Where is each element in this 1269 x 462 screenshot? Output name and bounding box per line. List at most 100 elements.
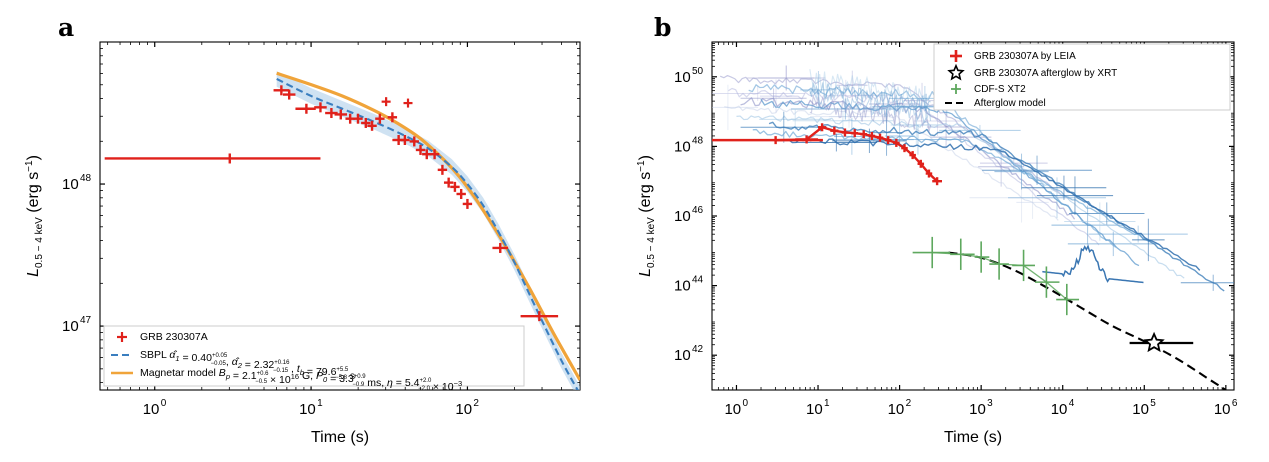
comparison-lightcurve — [768, 121, 1225, 292]
legend-label-2: CDF-S XT2 — [974, 84, 1026, 95]
comparison-lightcurve-noisy — [809, 88, 932, 124]
x-tick-label: 10 2 — [888, 398, 912, 418]
svg-text:10: 10 — [674, 208, 691, 225]
panel-a-label: a — [58, 13, 75, 42]
svg-text:5: 5 — [1150, 398, 1156, 409]
comparison-lightcurve — [740, 97, 1076, 220]
svg-text:10: 10 — [888, 401, 905, 418]
svg-text:42: 42 — [692, 344, 704, 355]
comparison-lightcurve — [724, 105, 1059, 221]
x-tick-label: 10 0 — [143, 398, 167, 418]
star-icon — [1143, 331, 1165, 353]
svg-text:10: 10 — [674, 278, 691, 295]
y-tick-label: 10 50 — [674, 66, 704, 86]
y-tick-label: 10 46 — [674, 205, 704, 225]
cdfs-xt2-points — [912, 236, 1080, 316]
comparison-lightcurve-noisy — [809, 94, 932, 133]
svg-text:46: 46 — [692, 205, 704, 216]
svg-text:L0.5 − 4 keV (erg s−1): L0.5 − 4 keV (erg s−1) — [636, 155, 657, 277]
svg-text:1: 1 — [824, 398, 830, 409]
x-tick-label: 10 0 — [724, 398, 748, 418]
svg-text:Time (s): Time (s) — [944, 429, 1002, 446]
legend-marker-0 — [117, 332, 127, 342]
y-tick-label: 10 42 — [674, 344, 704, 364]
panel-b-legend: GRB 230307A by LEIA GRB 230307A afterglow… — [933, 43, 1231, 111]
comparison-lightcurve — [736, 115, 1185, 279]
svg-text:10: 10 — [1051, 401, 1068, 418]
afterglow-model-curve — [948, 251, 1227, 390]
svg-text:10: 10 — [62, 318, 79, 335]
legend-marker-0 — [950, 50, 962, 62]
leia-line — [775, 125, 938, 183]
svg-text:4: 4 — [1069, 398, 1075, 409]
panel-b-label: b — [654, 13, 672, 42]
svg-text:44: 44 — [692, 275, 704, 286]
svg-text:10: 10 — [969, 401, 986, 418]
svg-text:10: 10 — [806, 401, 823, 418]
legend-label-0: GRB 230307A — [140, 331, 208, 343]
x-tick-label: 10 3 — [969, 398, 993, 418]
svg-text:0: 0 — [161, 398, 167, 409]
svg-text:10: 10 — [299, 401, 316, 418]
comparison-lightcurve-noisy — [809, 82, 931, 113]
legend-label-3: Afterglow model — [974, 98, 1046, 109]
y-tick-label: 10 44 — [674, 275, 704, 295]
panel-a-legend: GRB 230307A SBPL α̂1 = 0.40+0.05 −0.05, α̂… — [103, 325, 525, 393]
y-tick-label: 10 48 — [62, 173, 92, 193]
comparison-lightcurve — [781, 138, 1201, 271]
svg-text:L0.5 − 4 keV (erg s−1): L0.5 − 4 keV (erg s−1) — [24, 155, 45, 277]
svg-text:6: 6 — [1232, 398, 1238, 409]
x-axis-title: Time (s) — [944, 429, 1002, 446]
svg-text:0: 0 — [742, 398, 748, 409]
svg-text:2: 2 — [906, 398, 912, 409]
svg-text:Time (s): Time (s) — [311, 429, 369, 446]
x-axis-title: Time (s) — [311, 429, 369, 446]
legend-marker-1 — [947, 63, 965, 81]
star-icon — [947, 63, 965, 81]
svg-text:1: 1 — [317, 398, 323, 409]
legend-box — [933, 43, 1231, 111]
svg-text:10: 10 — [674, 347, 691, 364]
panel-b-data-layer — [712, 65, 1234, 390]
y-tick-label: 10 48 — [674, 135, 704, 155]
svg-text:10: 10 — [1132, 401, 1149, 418]
x-tick-label: 10 2 — [455, 398, 479, 418]
xrt-afterglow-point — [1129, 331, 1194, 353]
panel-a-data-layer — [104, 71, 580, 390]
svg-text:50: 50 — [692, 66, 704, 77]
x-tick-label: 10 4 — [1051, 398, 1075, 418]
svg-text:48: 48 — [80, 173, 92, 184]
comparison-grb-sample — [712, 65, 1234, 292]
svg-text:47: 47 — [80, 315, 92, 326]
svg-text:10: 10 — [1214, 401, 1231, 418]
y-axis-title: L0.5 − 4 keV (erg s−1) — [24, 155, 45, 277]
svg-text:2: 2 — [473, 398, 479, 409]
plot-frame — [99, 41, 581, 391]
legend-marker-2 — [951, 84, 961, 94]
panel-a: a 10 0 10 1 10 2 10 48 10 47 Time (s) L0.5 − 4 keV … — [0, 0, 634, 462]
legend-label-0: GRB 230307A by LEIA — [974, 51, 1076, 62]
legend-box — [103, 325, 525, 387]
panel-b: b 10 0 10 1 10 2 10 3 10 4 10 5 10 6 10 50 10 48 10 46 10 44 1… — [634, 0, 1269, 462]
legend-label-1: GRB 230307A afterglow by XRT — [974, 68, 1117, 79]
grb-230307a-leia-points — [712, 123, 943, 186]
svg-text:3: 3 — [987, 398, 993, 409]
comparison-lightcurve-noisy — [809, 69, 931, 103]
legend-label-1: SBPL α̂1 = 0.40+0.05 −0.05, α̂2 = 2.32+0.… — [140, 349, 355, 382]
svg-text:10: 10 — [62, 176, 79, 193]
svg-text:10: 10 — [674, 138, 691, 155]
legend-label-2: Magnetar model Bp = 2.1+0.6 −0.5 × 1016 G… — [140, 367, 462, 393]
x-tick-label: 10 1 — [299, 398, 323, 418]
grb-230307a-points — [104, 85, 559, 322]
late-flare-lightcurve — [1042, 244, 1144, 284]
svg-text:48: 48 — [692, 135, 704, 146]
y-axis-title: L0.5 − 4 keV (erg s−1) — [636, 155, 657, 277]
svg-text:10: 10 — [724, 401, 741, 418]
x-tick-label: 10 6 — [1214, 398, 1238, 418]
comparison-lightcurve — [760, 98, 1140, 267]
svg-text:10: 10 — [455, 401, 472, 418]
x-tick-label: 10 1 — [806, 398, 830, 418]
